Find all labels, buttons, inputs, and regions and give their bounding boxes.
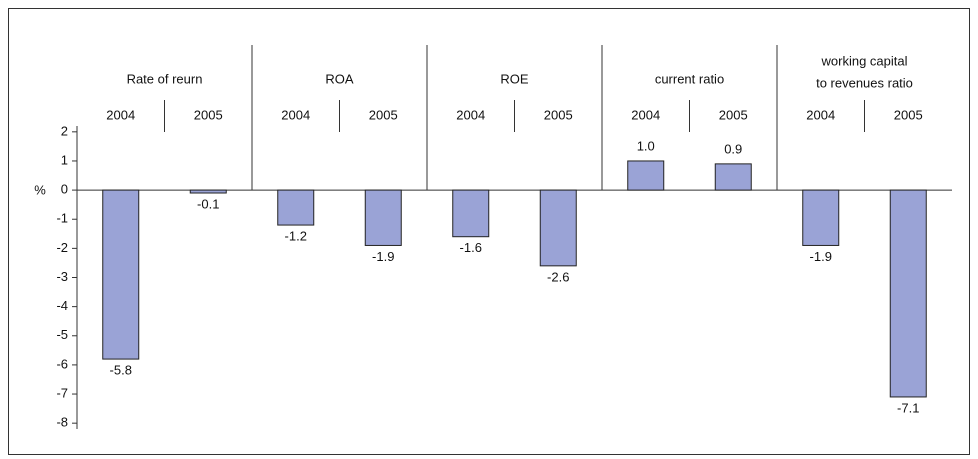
group-label: working capital [821, 53, 908, 68]
value-label: -1.9 [372, 249, 394, 264]
bar [714, 163, 752, 191]
group-label: current ratio [655, 71, 724, 86]
value-label: -1.6 [460, 240, 482, 255]
y-tick-label: 2 [61, 123, 68, 138]
value-label: -5.8 [110, 363, 132, 378]
x-tick-label: 2005 [194, 107, 223, 122]
x-tick-label: 2004 [631, 107, 660, 122]
y-tick-label: -1 [56, 211, 68, 226]
value-label: -0.1 [197, 196, 219, 211]
x-tick-label: 2005 [719, 107, 748, 122]
group-label: ROE [500, 71, 529, 86]
y-tick-label: -7 [56, 385, 68, 400]
y-tick-label: 1 [61, 152, 68, 167]
bar [277, 189, 315, 226]
y-tick-label: -8 [56, 415, 68, 430]
bar [627, 160, 665, 191]
x-tick-label: 2004 [281, 107, 310, 122]
group-label: to revenues ratio [816, 75, 913, 90]
bar [364, 189, 402, 246]
value-label: 0.9 [724, 141, 742, 156]
y-tick-label: -2 [56, 240, 68, 255]
x-tick-label: 2005 [894, 107, 923, 122]
x-tick-label: 2005 [369, 107, 398, 122]
y-tick-label: -6 [56, 356, 68, 371]
bar [189, 189, 227, 194]
value-label: -2.6 [547, 269, 569, 284]
bar [539, 189, 577, 267]
value-label: 1.0 [637, 138, 655, 153]
bar [889, 189, 927, 398]
bar [802, 189, 840, 246]
group-label: ROA [325, 71, 354, 86]
y-tick-label: -3 [56, 269, 68, 284]
value-label: -7.1 [897, 400, 919, 415]
group-label: Rate of reurn [127, 71, 203, 86]
x-tick-label: 2004 [456, 107, 485, 122]
y-axis-label: % [34, 182, 46, 197]
y-tick-label: -4 [56, 298, 68, 313]
x-tick-label: 2004 [106, 107, 135, 122]
value-label: -1.2 [285, 228, 307, 243]
y-tick-label: -5 [56, 327, 68, 342]
value-label: -1.9 [810, 249, 832, 264]
bar [102, 189, 140, 360]
x-tick-label: 2004 [806, 107, 835, 122]
x-tick-label: 2005 [544, 107, 573, 122]
y-tick-label: 0 [61, 182, 68, 197]
bar [452, 189, 490, 238]
